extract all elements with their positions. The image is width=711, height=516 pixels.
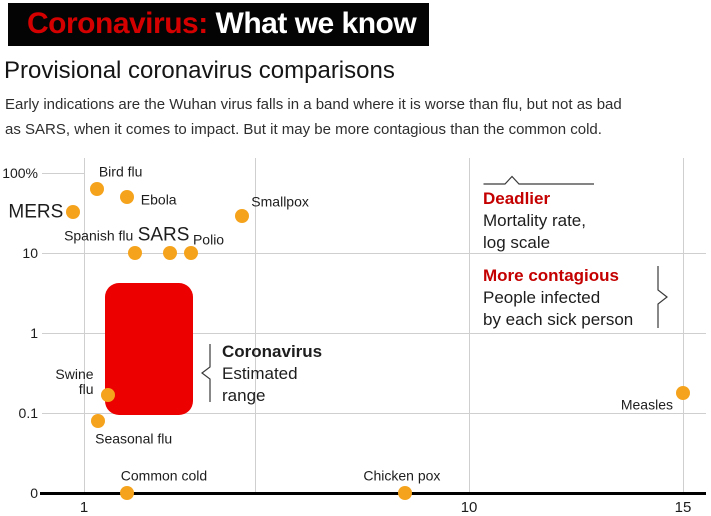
- title-keyword: Coronavirus:: [27, 6, 208, 40]
- y-gridline: [42, 253, 706, 254]
- deadlier-line2: log scale: [483, 233, 551, 252]
- data-point-dot: [119, 190, 134, 205]
- coronavirus-line1: Estimated: [222, 364, 298, 383]
- left-brace-icon: [201, 344, 211, 402]
- title-banner: Coronavirus: What we know: [8, 3, 430, 46]
- data-point-dot: [128, 246, 143, 260]
- data-point-label: Polio: [192, 231, 225, 248]
- y-tick-label: 0.1: [18, 405, 38, 421]
- contagious-annotation: More contagious People infected by each …: [483, 265, 633, 331]
- data-point-label: Swine flu: [55, 365, 94, 397]
- data-point-dot: [89, 182, 104, 197]
- contagious-line2: by each sick person: [483, 310, 634, 329]
- y-gridline: [42, 413, 706, 414]
- y-tick-label: 100%: [2, 165, 38, 181]
- x-gridline: [469, 158, 471, 493]
- chart-description: Early indications are the Wuhan virus fa…: [5, 96, 622, 138]
- deadlier-heading: Deadlier: [483, 189, 551, 208]
- y-tick-label: 10: [22, 245, 38, 261]
- x-tick-label: 10: [460, 499, 478, 516]
- data-point-label: Ebola: [140, 191, 177, 208]
- coronavirus-heading: Coronavirus: [222, 342, 323, 361]
- x-gridline: [255, 158, 257, 493]
- data-point-label: Smallpox: [251, 193, 309, 210]
- y-gridline-short: [42, 173, 84, 174]
- data-point-dot: [676, 385, 690, 400]
- coronavirus-annotation: Coronavirus Estimated range: [222, 341, 322, 407]
- data-point-dot: [183, 246, 198, 260]
- data-point-dot: [119, 486, 134, 500]
- x-tick-label: 1: [79, 499, 89, 516]
- data-point-dot: [235, 209, 250, 223]
- data-point-label: Spanish flu: [64, 227, 134, 244]
- chart-title: Provisional coronavirus comparisons: [4, 57, 395, 84]
- data-point-dot: [162, 246, 177, 260]
- data-point-dot: [66, 204, 81, 219]
- y-tick-label: 1: [30, 325, 38, 341]
- data-point-dot: [91, 413, 106, 428]
- deadlier-annotation: Deadlier Mortality rate, log scale: [483, 175, 595, 254]
- data-point-dot: [397, 486, 412, 500]
- data-point-label: Seasonal flu: [95, 430, 173, 447]
- coronavirus-range-box: [105, 283, 194, 415]
- x-tick-label: 15: [674, 499, 692, 516]
- up-brace-icon: [483, 175, 594, 185]
- y-tick-label: 0: [30, 485, 38, 501]
- data-point-dot: [100, 387, 115, 402]
- x-gridline: [683, 158, 684, 493]
- data-point-label: Common cold: [120, 467, 208, 484]
- coronavirus-line2: range: [222, 386, 266, 405]
- x-axis-line: [40, 491, 706, 495]
- y-gridline: [42, 333, 706, 334]
- right-brace-icon: [657, 266, 668, 328]
- title-rest: What we know: [207, 6, 417, 40]
- deadlier-line1: Mortality rate,: [483, 211, 586, 230]
- data-point-label: Bird flu: [98, 163, 143, 180]
- data-point-label: MERS: [8, 201, 64, 223]
- x-gridline: [84, 158, 85, 493]
- data-point-label: SARS: [137, 224, 190, 246]
- contagious-heading: More contagious: [483, 266, 620, 285]
- contagious-line1: People infected: [483, 288, 601, 307]
- data-point-label: Chicken pox: [363, 467, 441, 484]
- data-point-label: Measles: [620, 396, 673, 413]
